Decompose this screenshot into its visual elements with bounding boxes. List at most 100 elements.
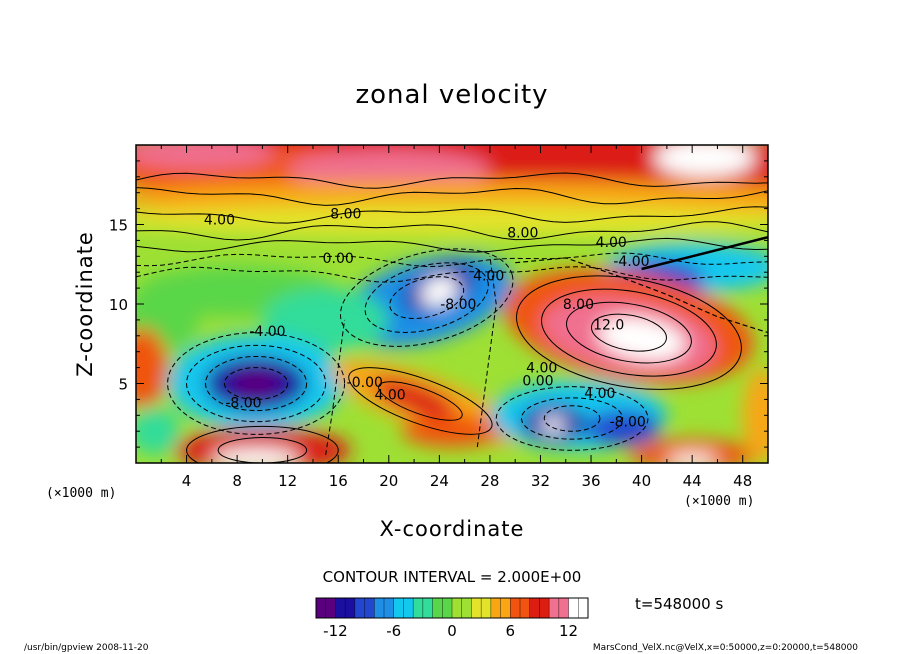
colorbar-tick-label: 0 xyxy=(447,622,457,640)
contour-line xyxy=(364,262,489,333)
x-tick-label: 48 xyxy=(733,472,752,490)
x-tick-label: 12 xyxy=(278,472,297,490)
contour-line xyxy=(136,266,768,283)
contour-label: 8.00 xyxy=(563,297,594,313)
colorbar-swatch xyxy=(471,598,492,618)
colorbar-tick-label: 12 xyxy=(559,622,578,640)
contour-label: 4.00 xyxy=(526,361,557,377)
contour-line xyxy=(543,405,601,432)
contour-label: 8.00 xyxy=(330,206,361,222)
x-tick-label: 40 xyxy=(632,472,651,490)
colorbar-swatch xyxy=(529,598,550,618)
contour-line xyxy=(521,397,624,440)
contour-interval: CONTOUR INTERVAL = 2.000E+00 xyxy=(323,568,582,586)
contour-line xyxy=(186,344,327,423)
colorbar-tick-label: -12 xyxy=(323,622,348,640)
field-region xyxy=(136,407,181,456)
contour-line xyxy=(136,172,768,189)
y-tick-label: 10 xyxy=(109,296,128,314)
footer-left: /usr/bin/gpview 2008-11-20 xyxy=(24,643,149,653)
field-region xyxy=(136,145,276,169)
colorbar-swatch xyxy=(374,598,395,618)
y-axis-ticks: 5 10 15 xyxy=(109,160,768,448)
contour-lines xyxy=(136,172,768,463)
field-region xyxy=(211,448,301,463)
colorbar-swatch xyxy=(354,598,375,618)
colorbar-swatch xyxy=(452,598,472,618)
colorbar xyxy=(315,597,589,619)
field-region xyxy=(401,415,503,448)
x-tick-label: 36 xyxy=(581,472,600,490)
contour-line xyxy=(223,367,289,400)
colorbar-ticks: -12 -6 0 6 12 xyxy=(323,622,578,640)
contour-line xyxy=(516,275,742,390)
velocity-field xyxy=(136,145,768,463)
contour-line xyxy=(186,425,339,463)
y-tick-label: 15 xyxy=(109,217,128,235)
colorbar-swatch xyxy=(432,598,453,618)
contour-label: -0.00 xyxy=(347,375,383,391)
x-tick-label: 4 xyxy=(182,472,192,490)
field-region xyxy=(230,369,282,398)
x-tick-label: 24 xyxy=(430,472,449,490)
colorbar-swatch xyxy=(335,598,356,618)
contour-line xyxy=(205,355,308,412)
contour-line xyxy=(136,237,768,253)
contour-line xyxy=(136,187,768,206)
field-region xyxy=(597,317,686,361)
colorbar-swatch xyxy=(510,598,531,618)
colorbar-swatch xyxy=(490,598,511,618)
x-tick-label: 8 xyxy=(232,472,242,490)
colorbar-tick-label: 6 xyxy=(506,622,516,640)
field-region xyxy=(136,203,768,236)
x-unit-right: (×1000 m) xyxy=(684,494,754,509)
x-axis-ticks: 4 8 12 16 20 24 28 32 36 40 44 48 xyxy=(160,145,752,490)
contour-label: 4.00 xyxy=(473,268,504,284)
contour-label: -8.00 xyxy=(225,396,261,412)
contour-line xyxy=(348,367,493,435)
contour-label: -4.00 xyxy=(613,254,649,270)
field-region xyxy=(540,416,566,433)
time-label: t=548000 s xyxy=(635,595,723,613)
contour-label: 12.0 xyxy=(593,318,624,334)
contour-label: 4.00 xyxy=(596,235,627,251)
contour-line xyxy=(495,386,649,451)
colorbar-swatch xyxy=(568,598,589,618)
contour-label: -8.00 xyxy=(440,297,476,313)
contour-line xyxy=(515,257,768,334)
field-region xyxy=(262,288,389,352)
field-region xyxy=(628,439,756,463)
contour-line xyxy=(541,288,717,377)
contour-label: 0.00 xyxy=(323,251,354,267)
contour-label: -4.00 xyxy=(249,324,285,340)
colorbar-frame xyxy=(315,597,589,619)
x-tick-label: 20 xyxy=(379,472,398,490)
x-tick-label: 32 xyxy=(531,472,550,490)
contour-line xyxy=(339,248,514,347)
contour-line xyxy=(325,319,346,456)
field-region xyxy=(372,377,456,419)
contour-line xyxy=(476,256,497,448)
y-tick-label: 5 xyxy=(118,376,128,394)
contour-line xyxy=(641,235,768,271)
contour-line xyxy=(136,221,768,241)
x-unit-left: (×1000 m) xyxy=(46,486,116,501)
colorbar-swatch xyxy=(316,598,336,618)
contour-label: 8.00 xyxy=(507,225,538,241)
footer-right: MarsCond_VelX.nc@VelX,x=0:50000,z=0:2000… xyxy=(593,643,858,653)
contour-line xyxy=(378,381,463,421)
contour-line xyxy=(590,313,667,352)
colorbar-swatch xyxy=(549,598,570,618)
contour-label: 4.00 xyxy=(584,386,615,402)
field-region xyxy=(742,367,768,463)
colorbar-swatch xyxy=(413,598,434,618)
field-region xyxy=(136,327,168,408)
x-axis-label: X-coordinate xyxy=(380,517,525,541)
contour-label: 4.00 xyxy=(374,388,405,404)
colorbar-swatch xyxy=(393,598,414,618)
field-region xyxy=(420,275,459,307)
x-tick-label: 28 xyxy=(480,472,499,490)
contour-line xyxy=(167,332,346,435)
field-region xyxy=(654,145,756,177)
